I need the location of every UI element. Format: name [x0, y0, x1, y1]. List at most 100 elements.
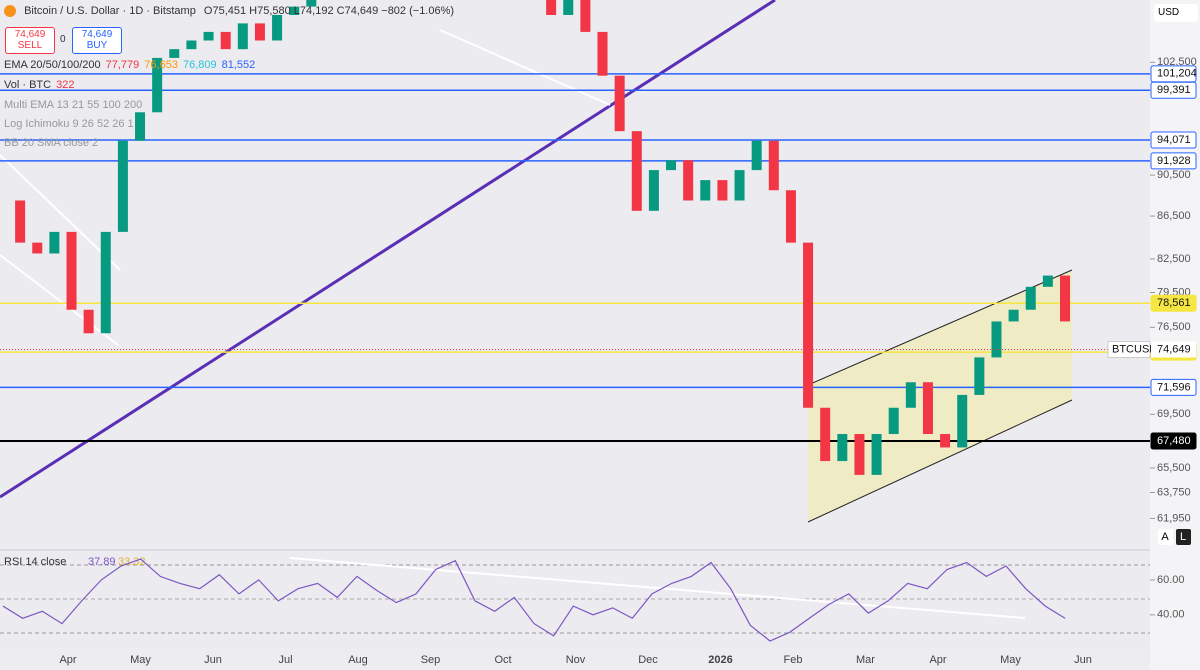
candle-body	[289, 6, 300, 15]
x-tick-label: Feb	[784, 654, 803, 666]
x-tick-label: Mar	[856, 654, 875, 666]
sell-price: 74,649	[14, 29, 46, 40]
candle-body	[820, 407, 831, 462]
sell-label: SELL	[17, 40, 43, 51]
candle-body	[186, 40, 197, 50]
candle-body	[66, 231, 77, 310]
candle-body	[169, 49, 180, 58]
y-tick-label: 61,950	[1157, 512, 1191, 524]
indicator-label: BB 20 SMA close 2	[4, 137, 99, 149]
candle-body	[1060, 275, 1070, 322]
trendline-white	[439, 29, 611, 106]
candle-body	[1042, 275, 1053, 287]
currency: USD	[1158, 7, 1180, 18]
candle-body	[254, 23, 265, 41]
buy-label: BUY	[86, 40, 108, 51]
sell-button[interactable]: 74,649 SELL	[5, 27, 55, 54]
level-label: 101,204	[1157, 68, 1197, 80]
indicator-label: Multi EMA 13 21 55 100 200	[4, 99, 143, 111]
log-button-label: L	[1180, 531, 1186, 543]
y-tick-label: 63,750	[1157, 486, 1191, 498]
candle-body	[837, 434, 848, 462]
last-label-box	[1151, 341, 1196, 358]
level-label: 94,071	[1157, 134, 1191, 146]
log-button[interactable]	[1176, 529, 1191, 545]
candle-body	[751, 140, 762, 171]
x-tick-label: May	[130, 654, 151, 666]
buy-price: 74,649	[81, 29, 113, 40]
candle-body	[563, 0, 574, 15]
level-label-box	[1150, 152, 1197, 170]
candle-body	[854, 434, 865, 475]
last-label: 74,649	[1157, 343, 1191, 355]
trendline-white	[0, 254, 119, 346]
candle-body	[272, 14, 283, 41]
candle-body	[306, 0, 317, 7]
candle-body	[152, 57, 163, 113]
level-label-box	[1150, 81, 1197, 99]
level-label: 78,561	[1157, 297, 1191, 309]
spread: 0	[60, 34, 66, 45]
candle-body	[135, 112, 146, 141]
candle-body	[117, 140, 128, 232]
trendline	[0, 0, 776, 499]
level-label: 67,480	[1157, 435, 1191, 447]
last-name: BTCUSD	[1112, 343, 1157, 355]
main-plot	[0, 0, 1150, 523]
rsi-line	[2, 558, 1066, 642]
last-name-box	[1107, 341, 1151, 359]
candle-body	[631, 131, 642, 211]
currency-button[interactable]: USD	[1154, 4, 1198, 22]
candle-body	[905, 382, 916, 408]
candle-body	[785, 190, 796, 243]
indicator-label: EMA 20/50/100/200	[4, 59, 101, 71]
indicator: EMA 20/50/100/200 77,779 76,653 76,809 81,55…	[4, 59, 260, 71]
candle-body	[888, 407, 899, 435]
ohlc: O75,451 H75,580 L74,192 C74,649 −802 (−1…	[203, 5, 455, 17]
candle-body	[49, 231, 60, 254]
level-label-box	[1150, 131, 1197, 149]
trendline-white	[0, 154, 121, 271]
indicator: Multi EMA 13 21 55 100 200	[4, 99, 147, 111]
x-tick-label: Dec	[638, 654, 658, 666]
candle-body	[15, 200, 26, 243]
price-axis	[1150, 0, 1200, 670]
x-tick-label: Jul	[278, 654, 292, 666]
x-tick-label: Apr	[929, 654, 946, 666]
candle-body	[871, 434, 882, 475]
rsi-trendline	[289, 557, 1026, 619]
auto-button[interactable]	[1158, 529, 1173, 545]
candle-body	[734, 170, 745, 201]
auto-button-label: A	[1161, 531, 1169, 543]
indicator-value: 77,779	[105, 59, 140, 71]
candle-body	[974, 357, 985, 395]
candle-body	[922, 382, 933, 435]
y-tick-label: 65,500	[1157, 462, 1191, 474]
rsi-label: RSI 14 close	[4, 556, 66, 568]
indicator-value: 76,809	[182, 59, 217, 71]
btc-icon	[4, 5, 16, 18]
y-tick-label: 86,500	[1157, 210, 1191, 222]
rsi-value: 37.89	[88, 556, 116, 568]
rsi-tick-label: 60.00	[1157, 574, 1185, 586]
axes: 102,50090,50086,50082,50079,50076,50069,…	[1107, 56, 1197, 524]
y-tick-label: 102,500	[1157, 56, 1197, 68]
candle-body	[957, 394, 968, 448]
legend-header: Bitcoin / U.S. Dollar · 1D · Bitstamp O7…	[4, 5, 459, 18]
x-tick-label: Sep	[421, 654, 441, 666]
candle-body	[768, 140, 779, 191]
y-tick-label: 69,500	[1157, 408, 1191, 420]
rsi-tick-label: 40.00	[1157, 609, 1185, 621]
x-tick-label: 2026	[708, 654, 732, 666]
indicator-label: Log Ichimoku 9 26 52 26 1	[4, 118, 134, 130]
buy-button[interactable]: 74,649 BUY	[72, 27, 122, 54]
candle-body	[100, 231, 111, 334]
candle-body	[717, 180, 728, 201]
candle-body	[1025, 286, 1036, 310]
candle-body	[203, 31, 214, 41]
y-tick-label: 82,500	[1157, 253, 1191, 265]
candle-body	[614, 75, 625, 132]
candle-body	[991, 321, 1002, 358]
